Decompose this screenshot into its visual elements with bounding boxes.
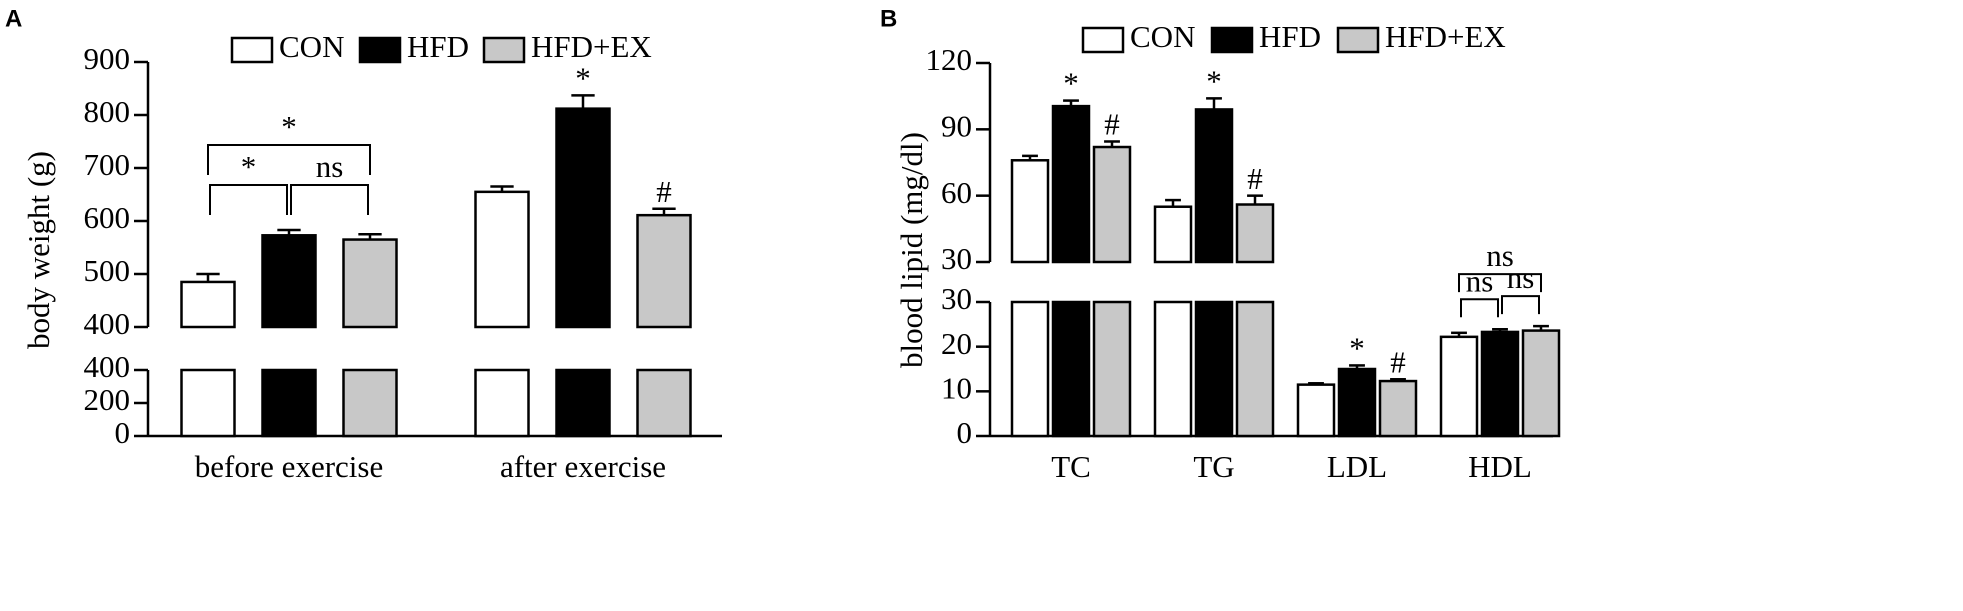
panel-label: B [880, 5, 897, 32]
legend-swatch [1336, 26, 1380, 54]
bracket-label: ns [1466, 263, 1494, 298]
bar [1051, 104, 1091, 264]
y-tick-label: 900 [84, 41, 131, 76]
x-tick-label: TC [1051, 449, 1091, 484]
bar [636, 368, 692, 438]
bar [1296, 383, 1336, 438]
bar [342, 238, 398, 329]
bar [180, 368, 236, 438]
bar [1378, 379, 1418, 438]
bar [474, 190, 530, 329]
bracket [1458, 273, 1542, 293]
legend-label: HFD [407, 29, 469, 64]
bar [555, 107, 611, 329]
bar [261, 368, 317, 438]
legend-label: HFD+EX [1385, 19, 1506, 54]
x-tick-label: TG [1193, 449, 1234, 484]
y-tick-label: 0 [115, 415, 131, 450]
panel-label: A [5, 5, 22, 32]
bracket-label: * [281, 109, 297, 144]
y-tick-label: 400 [84, 306, 131, 341]
bracket [290, 184, 369, 216]
y-tick-label: 60 [941, 175, 972, 210]
bar [1337, 367, 1377, 438]
bar [1092, 300, 1132, 438]
legend-swatch [358, 36, 402, 64]
bar [1194, 300, 1234, 438]
annotation: * [1063, 66, 1079, 101]
bracket-label: ns [1507, 260, 1535, 295]
x-tick-label: after exercise [500, 449, 666, 484]
x-tick-label: LDL [1327, 449, 1387, 484]
bar [1521, 329, 1561, 438]
legend-label: HFD [1259, 19, 1321, 54]
bar [636, 213, 692, 329]
legend-label: CON [1130, 19, 1195, 54]
annotation: # [1247, 161, 1263, 196]
bar [261, 234, 317, 329]
bar [1235, 203, 1275, 264]
y-tick-label: 10 [941, 370, 972, 405]
legend-label: CON [279, 29, 344, 64]
bar [1153, 300, 1193, 438]
bracket-label: ns [1486, 238, 1514, 273]
annotation: * [1206, 63, 1222, 98]
y-axis-label: blood lipid (mg/dl) [894, 132, 929, 368]
y-tick-label: 700 [84, 147, 131, 182]
y-tick-label: 30 [941, 241, 972, 276]
bracket [209, 184, 288, 216]
annotation: # [1390, 344, 1406, 379]
bracket [207, 144, 371, 176]
bar [1235, 300, 1275, 438]
x-tick-label: HDL [1468, 449, 1532, 484]
y-tick-label: 500 [84, 253, 131, 288]
bracket-label: * [241, 149, 257, 184]
y-tick-label: 0 [957, 415, 973, 450]
bar [1480, 330, 1520, 438]
bar [1439, 335, 1479, 438]
bar [180, 280, 236, 329]
y-tick-label: 200 [84, 382, 131, 417]
annotation: # [1104, 107, 1120, 142]
legend-swatch [1081, 26, 1125, 54]
bracket-label: ns [316, 149, 344, 184]
legend-swatch [1210, 26, 1254, 54]
bracket [1501, 295, 1540, 315]
bar [1010, 159, 1050, 264]
annotation: * [575, 60, 591, 95]
legend-label: HFD+EX [531, 29, 652, 64]
y-tick-label: 800 [84, 94, 131, 129]
bar [1092, 145, 1132, 264]
bar [474, 368, 530, 438]
bar [342, 368, 398, 438]
annotation: * [1349, 331, 1365, 366]
bar [1194, 108, 1234, 264]
y-tick-label: 400 [84, 349, 131, 384]
y-axis-label: body weight (g) [21, 151, 56, 349]
y-tick-label: 600 [84, 200, 131, 235]
legend-swatch [482, 36, 526, 64]
bar [1153, 205, 1193, 264]
bar [1051, 300, 1091, 438]
bracket [1460, 298, 1499, 318]
legend-swatch [230, 36, 274, 64]
bar [555, 368, 611, 438]
bar [1010, 300, 1050, 438]
x-tick-label: before exercise [195, 449, 383, 484]
y-tick-label: 30 [941, 281, 972, 316]
y-tick-label: 120 [926, 42, 973, 77]
y-tick-label: 90 [941, 108, 972, 143]
annotation: # [656, 174, 672, 209]
y-tick-label: 20 [941, 326, 972, 361]
